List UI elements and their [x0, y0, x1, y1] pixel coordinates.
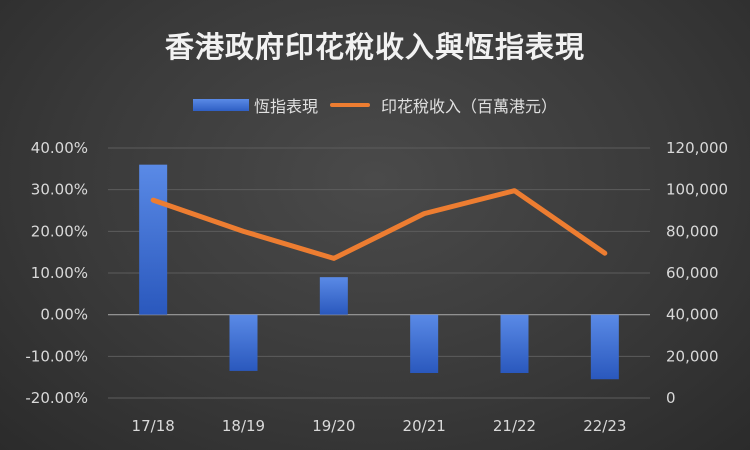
x-tick-label: 17/18 — [132, 417, 175, 435]
legend-bar-label: 恆指表現 — [253, 97, 318, 116]
bar — [500, 314, 529, 373]
y-left-tick-label: 20.00% — [31, 222, 88, 240]
line-series — [150, 188, 608, 261]
y-right-tick-label: 0 — [666, 389, 676, 407]
bar — [410, 314, 439, 373]
y-left-tick-label: 10.00% — [31, 264, 88, 282]
legend-line-swatch — [330, 103, 370, 107]
bar — [319, 277, 348, 315]
legend-item-line: 印花稅收入（百萬港元） — [330, 93, 557, 117]
y-right-tick-label: 80,000 — [666, 222, 719, 240]
x-tick-label: 22/23 — [583, 417, 626, 435]
legend-item-bar: 恆指表現 — [192, 93, 318, 117]
bar — [139, 164, 168, 315]
y-right-tick-label: 120,000 — [666, 139, 728, 157]
chart-title: 香港政府印花稅收入與恆指表現 — [164, 30, 585, 64]
y-right-tick-label: 20,000 — [666, 347, 719, 365]
y-right-tick-label: 40,000 — [666, 306, 719, 324]
x-tick-label: 18/19 — [222, 417, 265, 435]
y-left-tick-label: 40.00% — [31, 139, 88, 157]
x-tick-label: 21/22 — [493, 417, 536, 435]
bar — [590, 314, 619, 380]
x-tick-label: 20/21 — [403, 417, 446, 435]
x-tick-label: 19/20 — [312, 417, 355, 435]
y-left-tick-label: -20.00% — [25, 389, 88, 407]
y-left-tick-label: 30.00% — [31, 181, 88, 199]
legend: 恆指表現 印花稅收入（百萬港元） — [0, 93, 750, 117]
legend-bar-swatch — [192, 99, 249, 111]
y-right-tick-label: 100,000 — [666, 181, 728, 199]
legend-line-label: 印花稅收入（百萬港元） — [381, 97, 558, 116]
y-left-tick-label: -10.00% — [25, 347, 88, 365]
y-left-tick-label: 0.00% — [40, 306, 88, 324]
bar — [229, 314, 258, 371]
y-right-tick-label: 60,000 — [666, 264, 719, 282]
